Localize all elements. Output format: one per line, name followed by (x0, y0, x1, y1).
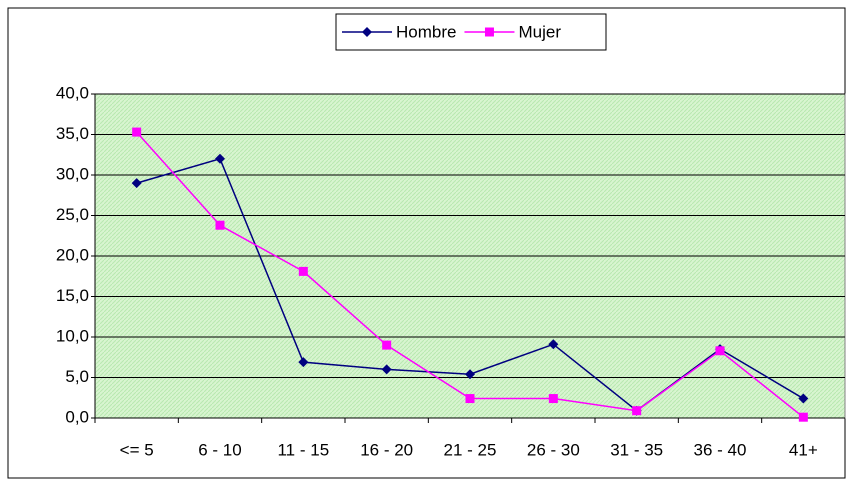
marker (484, 27, 494, 37)
legend-label: Mujer (518, 22, 561, 41)
x-tick-label: 21 - 25 (444, 440, 497, 459)
y-tick-label: 20,0 (56, 245, 89, 264)
x-tick-label: 11 - 15 (277, 440, 329, 459)
marker (215, 153, 225, 164)
marker (298, 266, 308, 276)
marker (215, 220, 225, 230)
y-tick-label: 10,0 (56, 326, 89, 345)
y-tick-label: 5,0 (65, 367, 89, 386)
marker (548, 339, 559, 350)
y-tick-label: 30,0 (56, 164, 89, 183)
x-tick-label: 41+ (789, 440, 818, 459)
y-tick-label: 35,0 (56, 124, 89, 143)
marker (132, 127, 142, 137)
y-tick-label: 15,0 (56, 286, 89, 305)
marker (798, 412, 808, 422)
marker (298, 357, 309, 368)
marker (465, 369, 475, 380)
y-tick-label: 40,0 (56, 83, 89, 102)
marker (382, 340, 392, 350)
x-tick-label: <= 5 (120, 440, 154, 459)
y-tick-label: 25,0 (56, 205, 89, 224)
x-tick-label: 6 - 10 (198, 440, 241, 459)
x-tick-label: 26 - 30 (527, 440, 580, 459)
marker (548, 394, 558, 404)
marker (465, 394, 475, 404)
marker (131, 178, 142, 189)
x-tick-label: 31 - 35 (610, 440, 663, 459)
x-tick-label: 36 - 40 (694, 440, 747, 459)
marker (362, 27, 372, 37)
marker (715, 346, 725, 356)
marker (632, 406, 642, 416)
legend-label: Hombre (396, 22, 456, 41)
marker (798, 393, 809, 404)
marker (381, 364, 392, 375)
x-tick-label: 16 - 20 (360, 440, 413, 459)
y-tick-label: 0,0 (65, 407, 89, 426)
